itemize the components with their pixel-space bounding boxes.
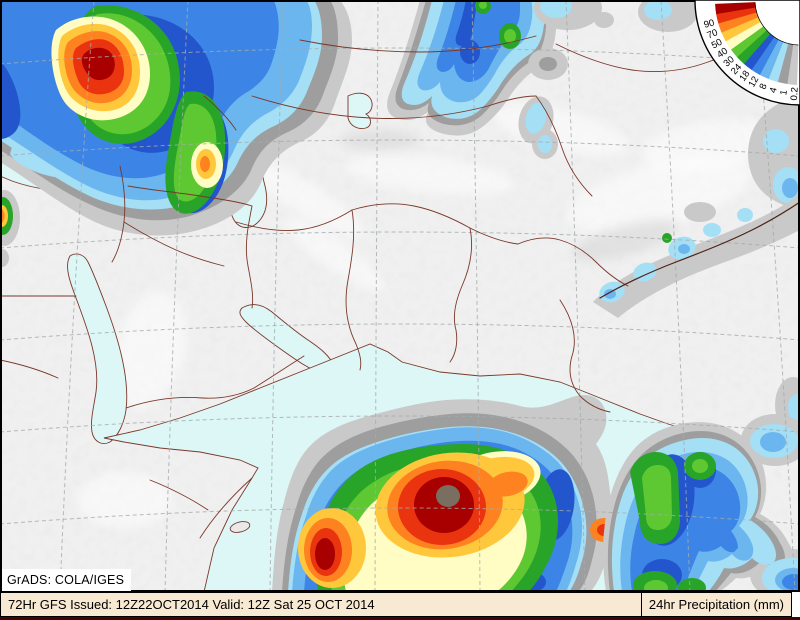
- footer-bar: 72Hr GFS Issued: 12Z22OCT2014 Valid: 12Z…: [0, 592, 792, 617]
- precip-system-india-southeast: [603, 414, 800, 592]
- precip-system-kazakhstan-band: [387, 0, 558, 159]
- legend-color-band: [721, 17, 761, 42]
- legend-level-label: 0.2: [789, 87, 800, 101]
- legend-level-label: 90: [703, 17, 716, 30]
- legend-level-label: 1: [778, 89, 790, 96]
- legend-level-label: 4: [768, 86, 780, 94]
- legend-color-band: [786, 44, 799, 85]
- legend-color-band: [716, 7, 757, 24]
- grads-attribution: GrADS: COLA/IGES: [2, 569, 132, 591]
- legend-color-band: [736, 30, 771, 64]
- legend-color-band: [718, 12, 759, 33]
- legend-color-band: [743, 33, 775, 70]
- legend-color-band: [751, 36, 779, 75]
- variable-label: 24hr Precipitation (mm): [640, 593, 791, 616]
- legend-color-band: [730, 26, 767, 58]
- legend-color-band: [759, 39, 784, 80]
- forecast-issued-valid-text: 72Hr GFS Issued: 12Z22OCT2014 Valid: 12Z…: [8, 597, 375, 612]
- precip-system-arabian-sea: [272, 394, 618, 592]
- legend-level-label: 70: [706, 27, 720, 41]
- legend-color-band: [725, 21, 764, 50]
- legend-color-band: [768, 41, 789, 83]
- legend-inner-arc: [754, 2, 799, 46]
- lat-lon-gridlines: [0, 0, 800, 592]
- legend-color-band: [715, 2, 756, 15]
- legend-level-label: 18: [737, 69, 752, 84]
- legend-level-label: 12: [747, 75, 762, 90]
- aral-sea: [347, 92, 373, 129]
- legend-level-label: 40: [715, 46, 730, 61]
- precip-system-turkey-blacksea: [0, 0, 352, 236]
- red-sea: [67, 253, 128, 444]
- socotra-island: [229, 521, 251, 533]
- bottom-edge-strip: [0, 617, 800, 620]
- map-frame-border: [0, 0, 800, 592]
- legend-level-label: 50: [710, 37, 725, 52]
- legend-level-label: 8: [757, 82, 769, 91]
- legend-color-band: [777, 43, 794, 85]
